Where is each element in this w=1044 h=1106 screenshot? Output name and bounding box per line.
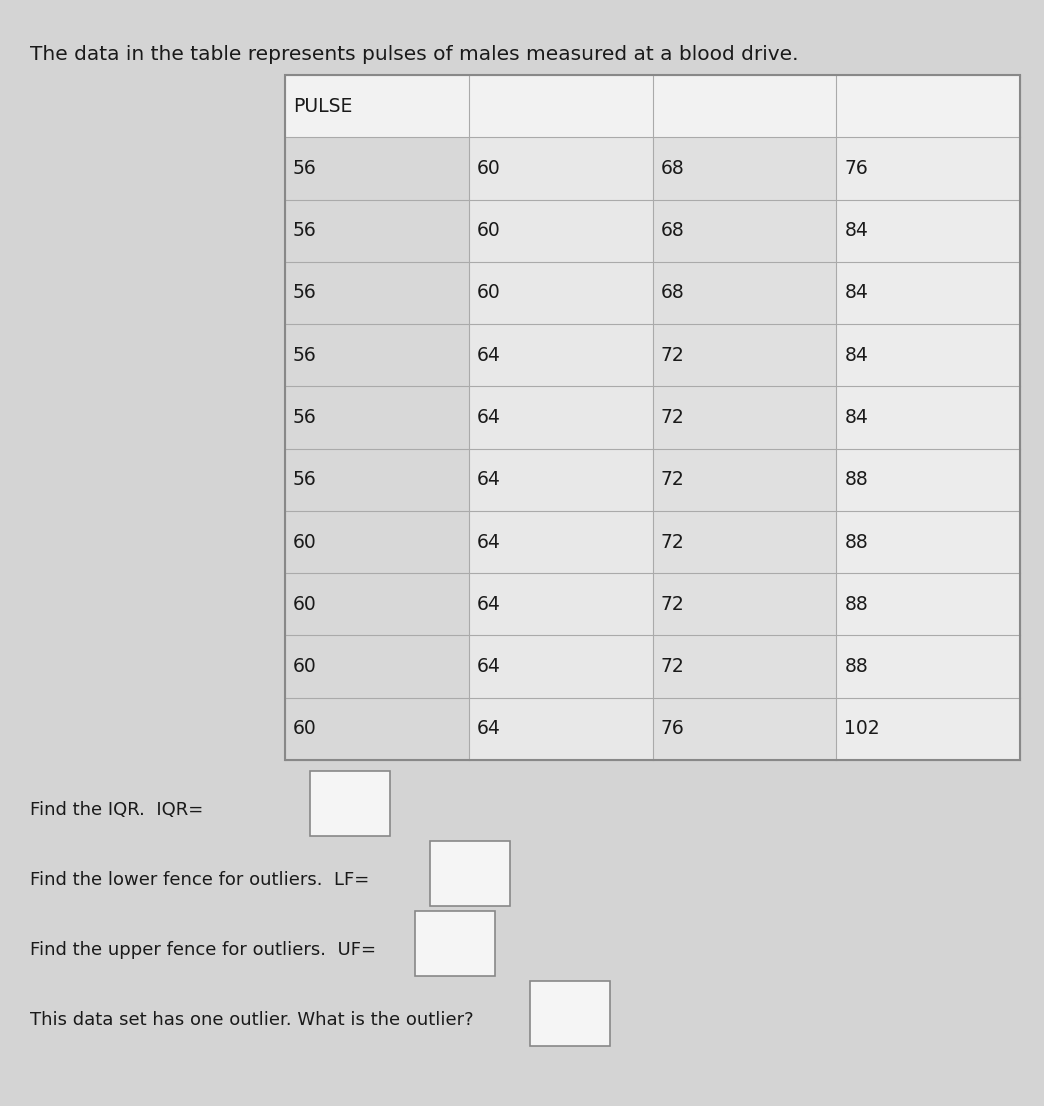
Text: 84: 84 [845, 283, 869, 302]
Text: 76: 76 [661, 719, 684, 739]
Text: 56: 56 [293, 283, 316, 302]
Text: PULSE: PULSE [293, 96, 353, 116]
Bar [652, 573, 836, 636]
Text: 60: 60 [293, 533, 316, 552]
Text: 76: 76 [845, 159, 868, 178]
Text: 64: 64 [477, 470, 501, 489]
Text: 64: 64 [477, 346, 501, 365]
Bar [652, 262, 836, 324]
Bar [285, 386, 469, 449]
Text: 60: 60 [293, 595, 316, 614]
Bar [836, 324, 1020, 386]
Bar [652, 75, 836, 137]
Bar [836, 75, 1020, 137]
Bar [469, 636, 652, 698]
Text: 88: 88 [845, 657, 868, 676]
Bar [469, 75, 652, 137]
Bar [836, 262, 1020, 324]
Bar [530, 981, 610, 1046]
Bar [430, 841, 511, 906]
Text: 88: 88 [845, 595, 868, 614]
Bar [836, 137, 1020, 199]
Text: 64: 64 [477, 533, 501, 552]
Text: Find the lower fence for outliers.  LF=: Find the lower fence for outliers. LF= [30, 872, 370, 889]
Text: 60: 60 [477, 221, 500, 240]
Bar [285, 75, 1020, 760]
Bar [836, 698, 1020, 760]
Bar [285, 636, 469, 698]
Bar [469, 386, 652, 449]
Bar [285, 199, 469, 262]
Text: 84: 84 [845, 408, 869, 427]
Text: 72: 72 [661, 408, 684, 427]
Text: Find the upper fence for outliers.  UF=: Find the upper fence for outliers. UF= [30, 941, 376, 959]
Bar [285, 449, 469, 511]
Text: 60: 60 [477, 159, 500, 178]
Text: 60: 60 [477, 283, 500, 302]
Text: Find the IQR.  IQR=: Find the IQR. IQR= [30, 801, 204, 820]
Bar [285, 511, 469, 573]
Text: 64: 64 [477, 719, 501, 739]
Bar [652, 199, 836, 262]
Text: 72: 72 [661, 346, 684, 365]
Bar [652, 324, 836, 386]
Text: This data set has one outlier. What is the outlier?: This data set has one outlier. What is t… [30, 1011, 474, 1029]
Text: 68: 68 [661, 221, 684, 240]
Text: 64: 64 [477, 408, 501, 427]
Text: 64: 64 [477, 595, 501, 614]
Bar [836, 449, 1020, 511]
Bar [469, 698, 652, 760]
Bar [469, 573, 652, 636]
Text: 60: 60 [293, 719, 316, 739]
Text: 60: 60 [293, 657, 316, 676]
Bar [285, 137, 469, 199]
Bar [469, 262, 652, 324]
Text: 72: 72 [661, 470, 684, 489]
Bar [652, 137, 836, 199]
Bar [836, 573, 1020, 636]
Bar [836, 636, 1020, 698]
Bar [652, 636, 836, 698]
Bar [285, 698, 469, 760]
Bar [416, 911, 495, 975]
Text: 88: 88 [845, 533, 868, 552]
Text: 72: 72 [661, 533, 684, 552]
Bar [652, 698, 836, 760]
Bar [469, 449, 652, 511]
Text: 56: 56 [293, 470, 316, 489]
Text: 56: 56 [293, 221, 316, 240]
Text: 68: 68 [661, 159, 684, 178]
Bar [469, 511, 652, 573]
Text: The data in the table represents pulses of males measured at a blood drive.: The data in the table represents pulses … [30, 45, 799, 64]
Text: 56: 56 [293, 159, 316, 178]
Text: 56: 56 [293, 408, 316, 427]
Bar [469, 199, 652, 262]
Text: 84: 84 [845, 346, 869, 365]
Bar [652, 449, 836, 511]
Text: 84: 84 [845, 221, 869, 240]
Bar [836, 199, 1020, 262]
Bar [310, 771, 390, 836]
Text: 56: 56 [293, 346, 316, 365]
Text: 68: 68 [661, 283, 684, 302]
Text: 64: 64 [477, 657, 501, 676]
Text: 72: 72 [661, 657, 684, 676]
Bar [836, 386, 1020, 449]
Bar [285, 573, 469, 636]
Bar [285, 324, 469, 386]
Bar [469, 324, 652, 386]
Text: 102: 102 [845, 719, 880, 739]
Text: 72: 72 [661, 595, 684, 614]
Bar [469, 137, 652, 199]
Bar [836, 511, 1020, 573]
Text: 88: 88 [845, 470, 868, 489]
Bar [652, 386, 836, 449]
Bar [285, 262, 469, 324]
Bar [652, 511, 836, 573]
Bar [285, 75, 469, 137]
